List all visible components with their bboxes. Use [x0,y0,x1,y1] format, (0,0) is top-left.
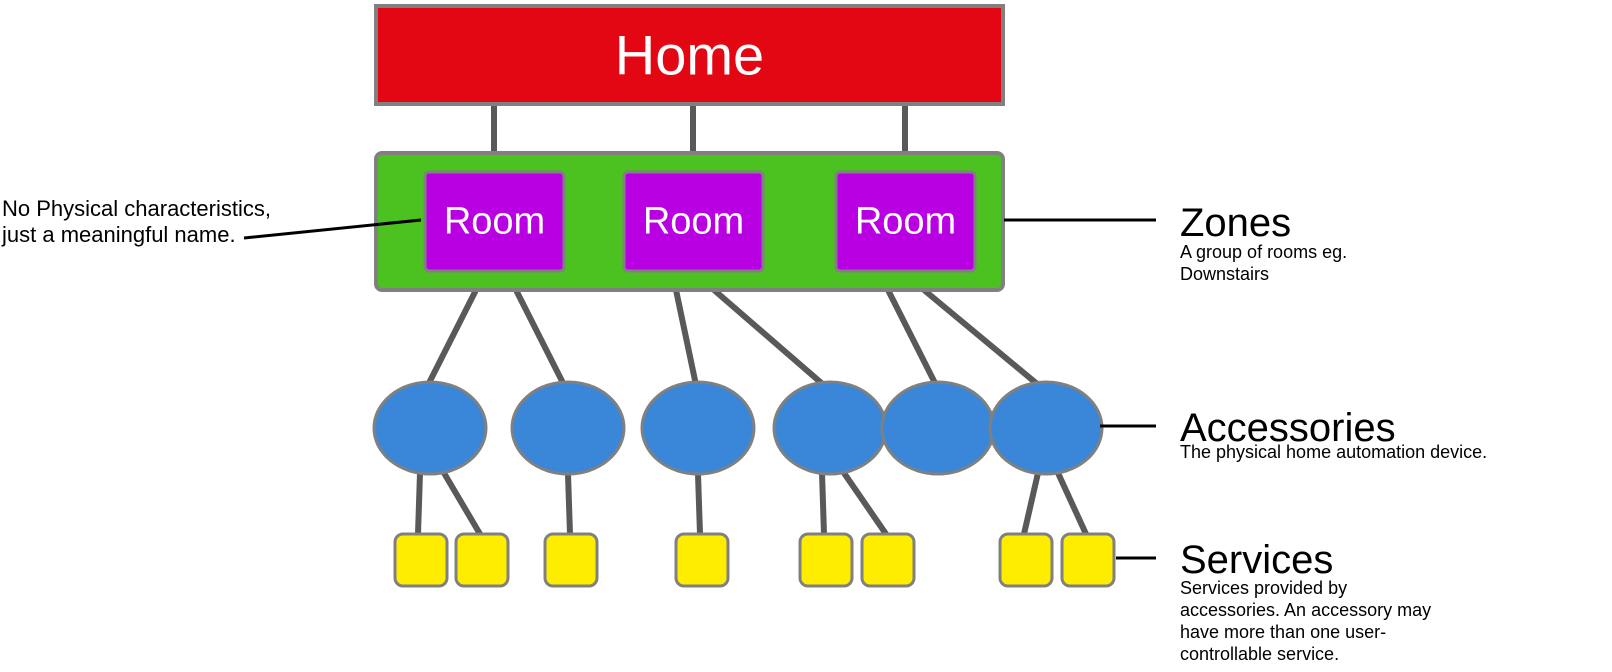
room-label: Room [643,201,744,243]
service-node [1000,534,1052,586]
connector-line [1058,473,1086,534]
accessory-node [990,382,1102,474]
accessory-node [642,382,754,474]
connector-line [924,290,1042,388]
room-label: Room [444,201,545,243]
connector-line [418,473,420,534]
left-callout-line2: just a meaningful name. [1,222,236,247]
accessory-node [512,382,624,474]
service-node [676,534,728,586]
connector-line [698,474,700,534]
right-callout-desc: Services provided by [1180,578,1347,598]
right-callout-desc: have more than one user- [1180,622,1386,642]
service-node [456,534,508,586]
service-node [800,534,852,586]
accessory-node [882,382,994,474]
service-node [1062,534,1114,586]
connector-line [428,290,476,385]
connector-line [844,473,886,534]
service-node [395,534,447,586]
connector-line [516,290,564,385]
connector-line [444,473,480,534]
accessory-node [374,382,486,474]
connector-line [714,290,826,387]
room-label: Room [855,201,956,243]
right-callout-title: Services [1180,538,1333,582]
right-callout-title: Zones [1180,201,1291,245]
right-callout-desc: The physical home automation device. [1180,442,1487,462]
connector-line [676,290,696,385]
connector-line [1024,473,1038,534]
connector-line [888,290,936,385]
service-node [862,534,914,586]
home-label: Home [615,24,764,87]
connector-line [822,473,824,534]
right-callout-desc: Downstairs [1180,264,1269,284]
right-callout-desc: controllable service. [1180,644,1339,664]
service-node [545,534,597,586]
right-callout-desc: A group of rooms eg. [1180,242,1347,262]
accessory-node [774,382,886,474]
connector-line [568,474,570,534]
left-callout-line1: No Physical characteristics, [2,196,271,221]
right-callout-desc: accessories. An accessory may [1180,600,1431,620]
diagram-canvas: Home Room Room Room No Physical characterist… [0,0,1612,672]
